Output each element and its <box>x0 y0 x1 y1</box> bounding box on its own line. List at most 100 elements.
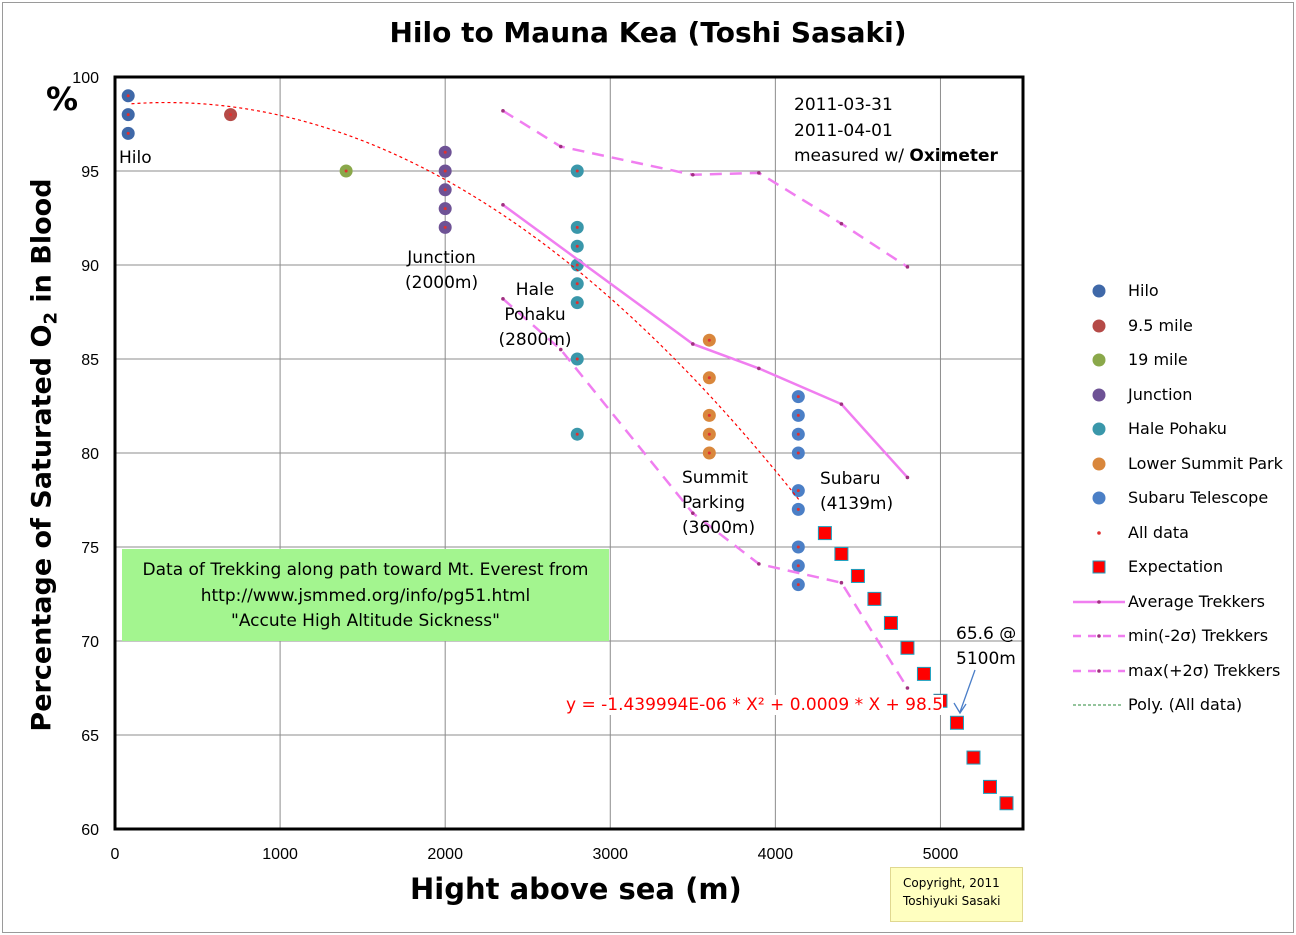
trekker-point <box>839 402 844 406</box>
x-tick-label: 1000 <box>262 846 298 863</box>
legend-marker-icon <box>1097 530 1101 535</box>
expectation-point <box>850 568 865 583</box>
line: (3600m) <box>682 518 756 538</box>
trekker-point <box>757 366 761 371</box>
legend-marker-icon <box>1092 560 1106 574</box>
all-data-dot <box>707 338 711 342</box>
all-data-dot <box>707 432 711 436</box>
date: 2011-04-01 <box>794 120 893 141</box>
trekker-point <box>501 109 505 113</box>
all-data-dot <box>126 131 130 135</box>
all-data-dot <box>796 564 800 568</box>
all-data-dot <box>796 395 800 399</box>
trekker-point <box>691 511 695 515</box>
legend-item: All data <box>1070 522 1290 544</box>
legend-label: Lower Summit Park <box>1128 453 1283 473</box>
legend-label: Hilo <box>1128 281 1159 300</box>
trekker-point <box>501 203 505 207</box>
line: "Accute High Altitude Sickness" <box>231 611 500 631</box>
expectation-point <box>900 640 915 655</box>
trekkers-sigma-line <box>502 297 909 689</box>
y-tick-label: 80 <box>81 446 99 463</box>
date: 2011-03-31 <box>794 95 893 115</box>
trekker-point <box>839 580 844 585</box>
expectation-point <box>817 526 832 541</box>
legend-item: Hale Pohaku <box>1070 418 1290 440</box>
y-tick-label: 70 <box>81 634 99 651</box>
all-data-dot <box>443 150 447 154</box>
legend-label: min(-2σ) Trekkers <box>1128 626 1269 645</box>
all-data-dot <box>796 545 800 549</box>
line: (2000m) <box>405 273 479 293</box>
y-label-part: Percentage of Saturated O <box>26 324 58 732</box>
legend-item: 9.5 mile <box>1070 315 1290 337</box>
legend-item: Junction <box>1070 384 1290 406</box>
y-label-part: in Blood <box>26 178 58 312</box>
y-label-sub: 2 <box>40 311 62 325</box>
all-data-dot <box>575 282 579 286</box>
poly-trendline <box>131 101 801 502</box>
expectation-point <box>966 750 981 765</box>
legend-label: Average Trekkers <box>1128 591 1265 611</box>
y-tick-label: 60 <box>81 822 99 839</box>
label-hale-pohaku: Hale Pohaku (2800m) <box>496 278 574 353</box>
all-data-dot <box>229 113 233 117</box>
all-data-dot <box>344 169 348 173</box>
legend-label: Hale Pohaku <box>1128 419 1227 438</box>
legend-label: 9.5 mile <box>1128 315 1193 335</box>
legend-item: Average Trekkers <box>1070 591 1290 613</box>
legend-line-icon <box>1073 599 1125 604</box>
x-tick-label: 5000 <box>923 846 959 863</box>
trekker-point <box>757 562 761 566</box>
all-data-dot <box>575 301 579 305</box>
legend-item: max(+2σ) Trekkers <box>1070 660 1290 682</box>
callout-arrow <box>953 669 976 715</box>
all-data-dot <box>575 225 579 229</box>
trekker-point <box>691 172 695 177</box>
expectation-point <box>867 591 882 606</box>
y-tick-label: 95 <box>81 164 99 181</box>
label-summit-parking: Summit Parking (3600m) <box>682 466 755 541</box>
line: Toshiyuki Sasaki <box>903 894 1001 908</box>
all-data-dot <box>796 451 800 455</box>
line: (4139m) <box>820 494 894 514</box>
legend-label: max(+2σ) Trekkers <box>1128 660 1281 680</box>
all-data-dot <box>707 413 711 417</box>
legend-marker-icon <box>1092 457 1106 470</box>
y-tick-label: 75 <box>81 540 99 557</box>
oximeter-text: Oximeter <box>909 146 998 166</box>
line: Parking <box>682 493 746 513</box>
trekker-point <box>558 144 563 149</box>
trekker-point <box>558 347 563 352</box>
y-tick-label: 65 <box>81 728 99 745</box>
legend-item: Poly. (All data) <box>1070 694 1290 716</box>
x-tick-label: 0 <box>111 846 120 863</box>
all-data-dot <box>575 432 579 436</box>
trekker-point <box>905 475 910 480</box>
legend-marker-icon <box>1092 284 1106 298</box>
measured-note: measured w/ Oximeter <box>794 144 998 170</box>
legend-marker-icon <box>1092 319 1106 332</box>
legend-label: Expectation <box>1128 557 1224 576</box>
legend-item: Subaru Telescope <box>1070 487 1290 509</box>
legend-marker-icon <box>1092 491 1106 505</box>
legend-item: 19 mile <box>1070 349 1290 371</box>
y-unit: % <box>46 80 79 118</box>
legend-line-icon <box>1073 634 1125 638</box>
x-axis-label: Hight above sea (m) <box>410 872 742 906</box>
x-tick-label: 4000 <box>758 846 794 863</box>
line: (2800m) <box>498 330 572 350</box>
expectation-point <box>916 666 931 681</box>
all-data-dot <box>443 207 447 211</box>
legend-marker-icon <box>1092 353 1106 367</box>
all-data-dot <box>796 583 800 587</box>
trekker-point <box>501 297 505 301</box>
measured-text: measured w/ <box>794 146 910 166</box>
expectation-point <box>982 779 997 794</box>
trekker-point <box>905 265 910 269</box>
legend-label: 19 mile <box>1128 350 1188 369</box>
all-data-dot <box>575 169 579 173</box>
legend-item: min(-2σ) Trekkers <box>1070 625 1290 647</box>
line: Hale <box>515 280 555 300</box>
